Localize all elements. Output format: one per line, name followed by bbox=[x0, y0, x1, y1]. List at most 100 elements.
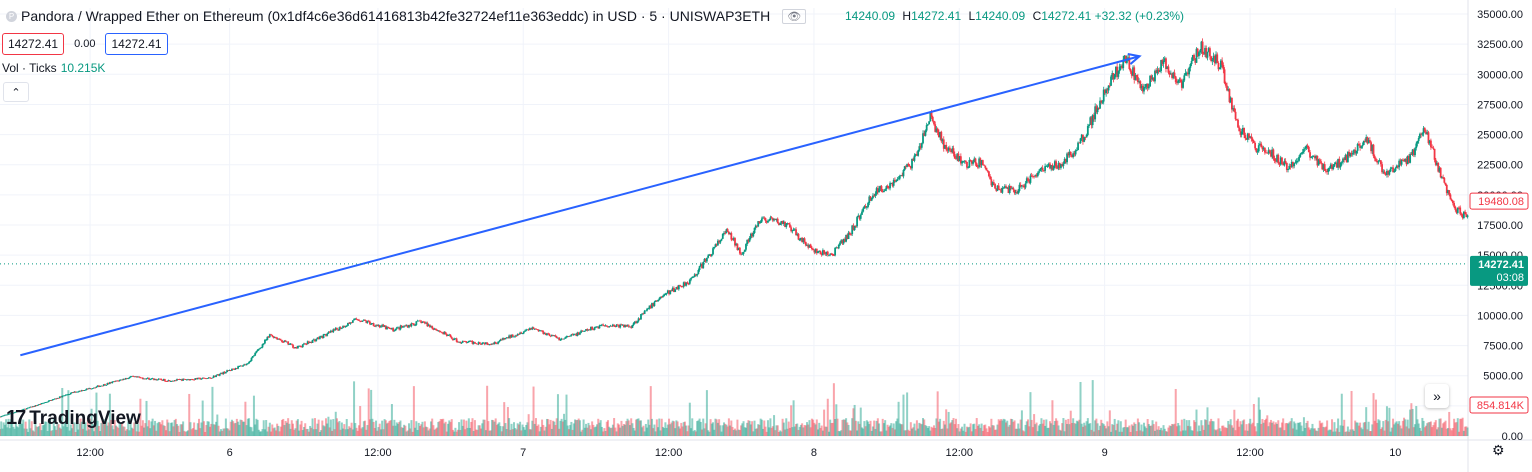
candle-body bbox=[926, 124, 929, 126]
volume-bar bbox=[456, 429, 459, 436]
buy-price-box[interactable]: 14272.41 bbox=[105, 33, 168, 55]
volume-bar bbox=[956, 428, 959, 436]
volume-bar bbox=[1123, 427, 1126, 436]
volume-bar bbox=[1204, 419, 1207, 436]
volume-bar bbox=[918, 422, 921, 436]
volume-bar bbox=[696, 421, 699, 436]
candle-body bbox=[43, 402, 45, 404]
candle-body bbox=[76, 391, 78, 393]
candle-body bbox=[505, 337, 508, 339]
volume-bar bbox=[771, 426, 774, 436]
candle-body bbox=[776, 218, 779, 224]
volume-bar bbox=[1263, 420, 1266, 436]
volume-bar bbox=[718, 419, 721, 436]
volume-bar bbox=[1084, 425, 1087, 436]
volume-bar bbox=[1276, 423, 1279, 436]
sell-price-box[interactable]: 14272.41 bbox=[2, 33, 65, 55]
candle-body bbox=[167, 380, 170, 382]
volume-bar bbox=[1056, 420, 1059, 436]
volume-bar bbox=[154, 420, 157, 436]
candle-body bbox=[360, 321, 363, 322]
candle-body bbox=[1166, 66, 1169, 70]
candle-body bbox=[973, 158, 976, 162]
volume-bar bbox=[1163, 428, 1166, 436]
candle-body bbox=[602, 324, 605, 326]
candle-body bbox=[646, 308, 648, 311]
volume-bar bbox=[351, 429, 354, 436]
volume-bar bbox=[1434, 420, 1437, 436]
symbol-title[interactable]: Pandora / Wrapped Ether on Ethereum (0x1… bbox=[21, 8, 771, 24]
x-tick-label: 9 bbox=[1102, 447, 1108, 459]
volume-bar bbox=[992, 425, 995, 436]
candle-body bbox=[237, 366, 239, 369]
candle-body bbox=[1204, 47, 1206, 55]
volume-bar bbox=[1409, 409, 1412, 436]
volume-bar bbox=[561, 421, 564, 436]
candle-body bbox=[226, 370, 228, 373]
volume-bar bbox=[1152, 424, 1155, 436]
candle-body bbox=[1311, 156, 1314, 158]
candle-body bbox=[1432, 147, 1435, 149]
double-chevron-right-icon[interactable]: » bbox=[1425, 384, 1449, 408]
candle-body bbox=[261, 344, 264, 348]
candle-body bbox=[27, 407, 29, 409]
volume-bar bbox=[752, 431, 755, 436]
candle-body bbox=[542, 331, 545, 334]
volume-bar bbox=[680, 422, 683, 436]
volume-bar bbox=[383, 419, 386, 436]
volume-bar bbox=[860, 427, 863, 436]
chevron-up-icon[interactable]: ⌃ bbox=[3, 82, 29, 102]
volume-bar bbox=[246, 418, 249, 436]
volume-bar bbox=[1158, 429, 1161, 436]
volume-bar bbox=[675, 420, 678, 436]
candle-body bbox=[701, 264, 703, 269]
volume-bar bbox=[1050, 423, 1053, 436]
candle-body bbox=[1161, 60, 1164, 64]
volume-bar bbox=[754, 428, 757, 436]
volume-bar bbox=[1178, 425, 1181, 436]
candle-body bbox=[990, 179, 993, 186]
volume-bar bbox=[338, 421, 341, 436]
candle-body bbox=[663, 294, 666, 296]
gear-icon[interactable]: ⚙︎ bbox=[1492, 442, 1505, 458]
candle-body bbox=[1458, 207, 1460, 209]
candle-body bbox=[607, 326, 609, 328]
volume-bar bbox=[84, 422, 87, 436]
volume-bar bbox=[974, 429, 977, 436]
volume-bar bbox=[1411, 408, 1414, 436]
volume-bar bbox=[732, 429, 735, 436]
candle-body bbox=[314, 339, 316, 342]
candle-body bbox=[966, 161, 968, 168]
volume-bar bbox=[900, 424, 903, 436]
volume-bar bbox=[1260, 423, 1263, 436]
candle-body bbox=[39, 404, 42, 405]
candle-body bbox=[126, 378, 128, 379]
volume-bar bbox=[792, 400, 795, 436]
volume-bar bbox=[108, 393, 111, 436]
volume-bar bbox=[713, 429, 716, 436]
volume-bar bbox=[40, 430, 43, 436]
candle-body bbox=[88, 388, 91, 389]
candle-body bbox=[325, 334, 327, 336]
candle-body bbox=[1167, 66, 1170, 73]
volume-bar bbox=[1119, 421, 1122, 436]
volume-bar bbox=[230, 419, 233, 436]
volume-bar bbox=[265, 420, 268, 436]
volume-bar bbox=[1393, 424, 1396, 436]
candle-body bbox=[548, 333, 551, 336]
candle-body bbox=[649, 305, 652, 309]
candle-body bbox=[1354, 149, 1357, 154]
volume-bar bbox=[100, 423, 103, 436]
candle-body bbox=[463, 340, 465, 342]
candle-body bbox=[423, 322, 426, 324]
volume-bar bbox=[459, 429, 462, 436]
candle-body bbox=[729, 233, 732, 234]
candle-body bbox=[364, 319, 366, 321]
eye-icon[interactable]: 👁︎ bbox=[782, 8, 807, 24]
candle-body bbox=[941, 139, 944, 142]
x-tick-label: 12:00 bbox=[946, 447, 974, 459]
volume-bar bbox=[378, 423, 381, 436]
volume-bar bbox=[113, 420, 116, 436]
volume-bar bbox=[1414, 424, 1417, 436]
